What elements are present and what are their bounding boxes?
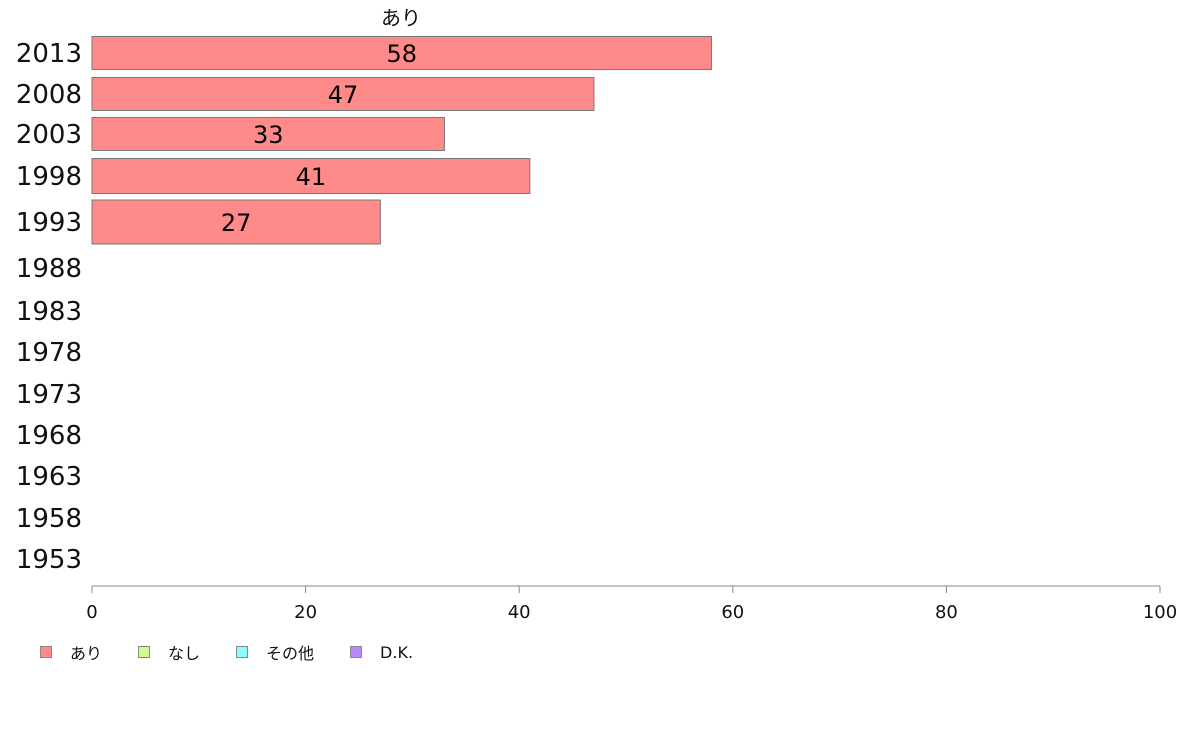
x-axis: 0 20 40 60 80 100 <box>86 585 1177 623</box>
y-tick-label: 2013 <box>16 39 82 69</box>
legend-label: なし <box>168 644 201 663</box>
legend-swatch <box>350 646 363 658</box>
legend-swatch <box>138 646 151 658</box>
legend: あり なし その他 D.K. <box>40 640 449 664</box>
y-tick-label: 1968 <box>16 421 82 451</box>
legend-item: あり <box>40 640 102 664</box>
bar <box>91 158 531 194</box>
x-tick-label: 100 <box>1143 602 1177 623</box>
x-tick-label: 40 <box>508 602 531 623</box>
y-tick-label: 1983 <box>16 297 82 327</box>
y-tick-label: 1998 <box>16 162 82 192</box>
x-tick-label: 80 <box>935 602 958 623</box>
x-tick-label: 0 <box>86 602 97 623</box>
legend-label: あり <box>70 644 103 663</box>
y-tick-label: 2003 <box>16 120 82 150</box>
bar <box>91 36 712 70</box>
bar-value-label: 33 <box>253 121 284 149</box>
bar-value-label: 41 <box>296 163 327 191</box>
bar <box>91 199 381 245</box>
legend-item: D.K. <box>350 643 413 662</box>
bar-value-label: 27 <box>221 209 252 237</box>
y-axis-labels: 2013 2008 2003 1998 1993 1988 1983 1978 1973 1968… <box>16 39 82 575</box>
y-tick-label: 1993 <box>16 208 82 238</box>
legend-swatch <box>40 646 52 658</box>
y-tick-label: 1953 <box>16 545 82 575</box>
bar <box>91 77 595 111</box>
y-tick-label: 1978 <box>16 338 82 368</box>
y-tick-label: 1963 <box>16 462 82 492</box>
x-tick-label: 20 <box>294 602 317 623</box>
bar-value-label: 47 <box>328 81 359 109</box>
chart-title: あり <box>381 6 421 30</box>
bar-chart: あり 58 47 33 41 27 2013 2008 2003 1998 1993 1988 19… <box>16 6 1177 623</box>
legend-item: なし <box>138 640 200 664</box>
legend-label: D.K. <box>380 642 414 662</box>
legend-swatch <box>236 646 249 658</box>
y-tick-label: 1958 <box>16 504 82 534</box>
y-tick-label: 1988 <box>16 254 82 284</box>
y-tick-label: 1973 <box>16 380 82 410</box>
bar <box>91 117 445 151</box>
bar-value-label: 58 <box>386 40 417 68</box>
legend-label: その他 <box>266 644 315 663</box>
legend-item: その他 <box>236 640 314 664</box>
bars-layer: 58 47 33 41 27 <box>91 36 712 245</box>
y-tick-label: 2008 <box>16 80 82 110</box>
x-tick-label: 60 <box>721 602 744 623</box>
